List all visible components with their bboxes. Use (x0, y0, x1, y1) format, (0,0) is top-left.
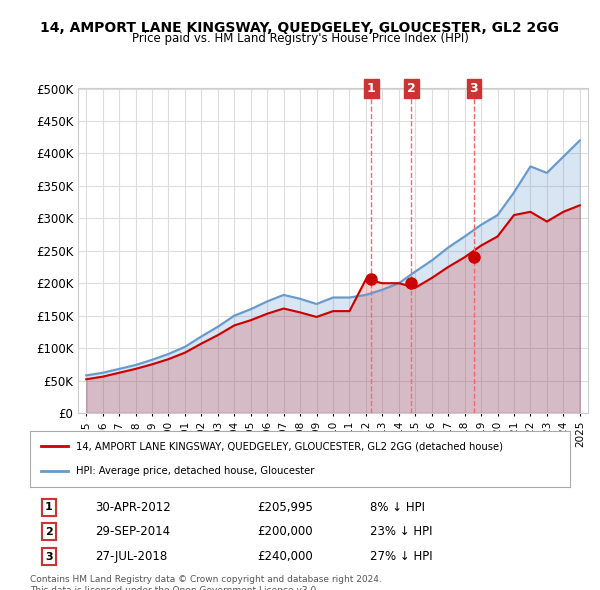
Text: 3: 3 (45, 552, 53, 562)
Text: HPI: Average price, detached house, Gloucester: HPI: Average price, detached house, Glou… (76, 466, 314, 476)
Text: 8% ↓ HPI: 8% ↓ HPI (370, 501, 425, 514)
Text: Price paid vs. HM Land Registry's House Price Index (HPI): Price paid vs. HM Land Registry's House … (131, 32, 469, 45)
Text: 29-SEP-2014: 29-SEP-2014 (95, 525, 170, 538)
Text: 3: 3 (470, 82, 478, 95)
Text: 1: 1 (367, 82, 376, 95)
Text: 27% ↓ HPI: 27% ↓ HPI (370, 550, 433, 563)
Text: 23% ↓ HPI: 23% ↓ HPI (370, 525, 433, 538)
Text: 14, AMPORT LANE KINGSWAY, QUEDGELEY, GLOUCESTER, GL2 2GG: 14, AMPORT LANE KINGSWAY, QUEDGELEY, GLO… (41, 21, 560, 35)
Text: 30-APR-2012: 30-APR-2012 (95, 501, 170, 514)
Text: 2: 2 (45, 527, 53, 537)
Text: 2: 2 (45, 527, 53, 537)
Text: 2: 2 (407, 82, 416, 95)
Text: 3: 3 (45, 552, 53, 562)
Text: £200,000: £200,000 (257, 525, 313, 538)
Text: 27-JUL-2018: 27-JUL-2018 (95, 550, 167, 563)
Text: 14, AMPORT LANE KINGSWAY, QUEDGELEY, GLOUCESTER, GL2 2GG (detached house): 14, AMPORT LANE KINGSWAY, QUEDGELEY, GLO… (76, 441, 503, 451)
Text: 1: 1 (45, 503, 53, 512)
Text: 1: 1 (45, 503, 53, 512)
Text: Contains HM Land Registry data © Crown copyright and database right 2024.
This d: Contains HM Land Registry data © Crown c… (30, 575, 382, 590)
Text: £205,995: £205,995 (257, 501, 313, 514)
Text: £240,000: £240,000 (257, 550, 313, 563)
